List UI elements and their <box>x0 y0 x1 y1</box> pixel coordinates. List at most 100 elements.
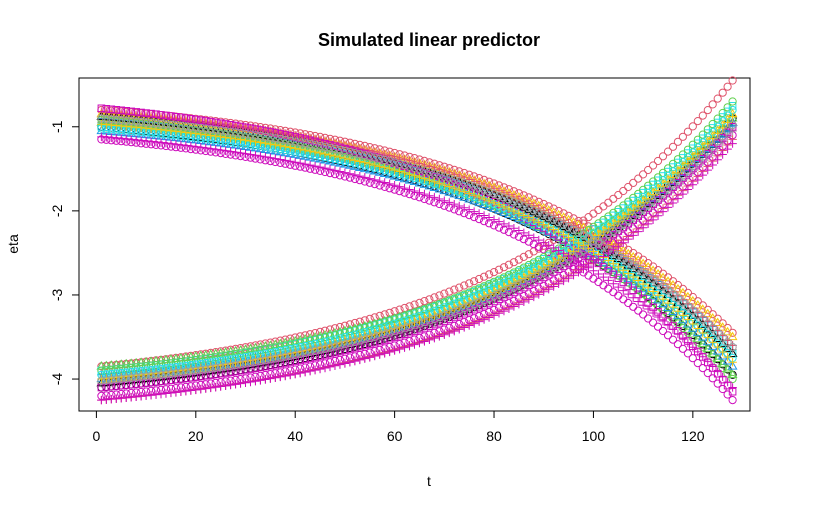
data-point <box>673 307 683 316</box>
data-point <box>489 198 499 207</box>
data-point <box>450 175 459 184</box>
data-point <box>619 295 628 304</box>
data-point <box>415 319 424 328</box>
data-point <box>320 363 330 373</box>
data-point <box>171 388 181 397</box>
data-point <box>385 328 394 337</box>
data-point <box>301 139 310 148</box>
data-point <box>633 276 643 285</box>
data-point <box>584 237 593 247</box>
data-point <box>559 215 568 225</box>
data-point <box>480 272 489 281</box>
data-point <box>171 121 180 130</box>
data-point <box>698 364 707 373</box>
data-point <box>117 374 126 383</box>
data-point <box>707 312 718 322</box>
x-tick-label: 20 <box>188 428 204 444</box>
data-point <box>345 147 354 157</box>
data-point <box>644 204 652 213</box>
data-point <box>365 159 374 169</box>
data-point <box>276 155 285 164</box>
data-point <box>639 170 648 179</box>
data-point <box>648 308 658 318</box>
data-point <box>295 158 305 168</box>
data-point <box>524 250 533 259</box>
data-point <box>723 126 732 135</box>
data-point <box>181 122 190 131</box>
data-point <box>300 145 310 155</box>
data-point <box>320 344 330 353</box>
data-point <box>435 291 444 300</box>
data-point <box>683 302 693 311</box>
data-point <box>703 319 712 328</box>
data-point <box>430 177 439 186</box>
data-point <box>400 161 409 170</box>
data-point <box>266 355 275 364</box>
data-point <box>649 318 658 327</box>
data-point <box>191 385 201 395</box>
data-point <box>435 332 444 341</box>
data-point <box>355 336 364 345</box>
data-point <box>460 173 469 183</box>
data-point <box>728 139 737 148</box>
data-point <box>609 288 618 297</box>
x-tick-label: 0 <box>92 428 100 444</box>
data-point <box>469 190 479 200</box>
data-point <box>231 380 240 389</box>
data-point <box>122 116 131 125</box>
data-point <box>455 306 464 315</box>
data-point <box>325 143 335 152</box>
data-point <box>634 174 643 183</box>
data-point <box>450 170 459 179</box>
data-point <box>410 340 419 349</box>
data-point <box>553 218 564 228</box>
data-point <box>505 290 513 299</box>
data-point <box>256 126 265 134</box>
data-point <box>176 368 185 377</box>
data-point <box>693 297 702 306</box>
data-point <box>658 207 668 216</box>
data-point <box>181 386 191 396</box>
data-point <box>166 369 176 378</box>
data-point <box>604 276 613 285</box>
data-point <box>177 113 185 122</box>
data-point <box>305 146 315 156</box>
data-point <box>425 335 434 345</box>
data-point <box>241 359 250 368</box>
data-point <box>410 300 419 309</box>
data-point <box>643 283 653 292</box>
data-point <box>464 205 474 214</box>
data-point <box>703 106 712 115</box>
data-point <box>117 106 126 115</box>
data-point <box>484 313 494 322</box>
data-point <box>529 201 538 210</box>
data-point <box>355 355 365 365</box>
data-point <box>216 145 225 155</box>
data-point <box>713 328 722 337</box>
data-point <box>475 274 484 284</box>
data-point <box>648 287 658 296</box>
data-point <box>420 337 429 346</box>
data-point <box>186 122 195 131</box>
data-point <box>639 204 648 214</box>
data-point <box>569 247 578 256</box>
data-point <box>415 159 424 168</box>
data-point <box>723 323 732 333</box>
data-point <box>251 131 260 140</box>
data-point <box>718 372 727 381</box>
data-point <box>534 218 543 227</box>
series-16 <box>97 114 737 385</box>
data-point <box>201 365 210 374</box>
data-point <box>653 192 663 202</box>
data-point <box>286 370 295 380</box>
data-point <box>654 196 662 204</box>
data-point <box>504 221 514 231</box>
data-point <box>296 356 304 364</box>
data-point <box>415 172 424 182</box>
data-point <box>196 123 205 133</box>
data-point <box>658 294 668 304</box>
data-point <box>708 160 717 170</box>
data-point <box>634 306 643 315</box>
data-point <box>360 158 369 167</box>
data-point <box>529 233 538 242</box>
